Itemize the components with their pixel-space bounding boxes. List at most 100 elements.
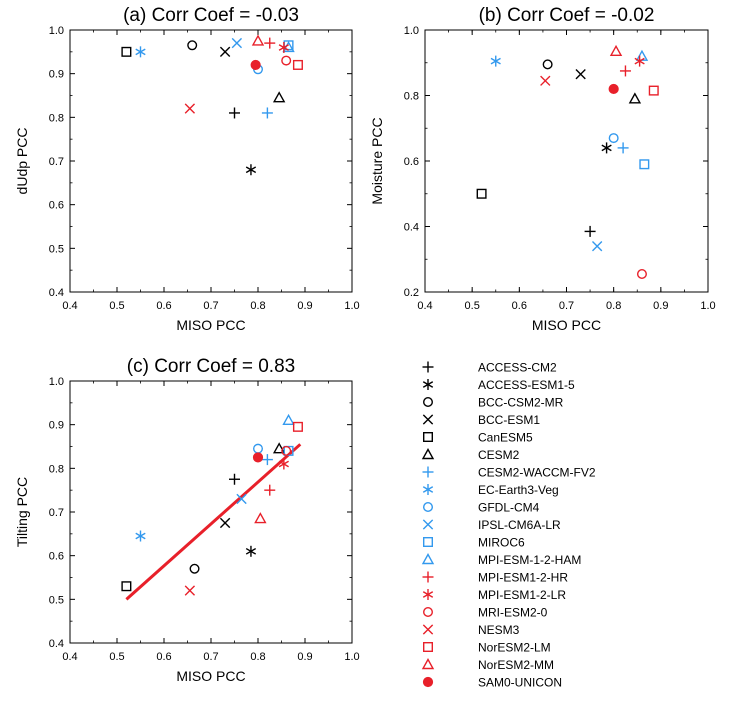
point-cesm2-waccm-fv2 — [617, 142, 629, 154]
legend-label: NorESM2-MM — [478, 658, 554, 672]
x-tick-label: 0.8 — [606, 300, 621, 312]
point-mpi-esm1-2-lr — [278, 41, 289, 53]
point-noresm2-mm — [609, 44, 623, 56]
point-miroc6 — [639, 159, 650, 170]
point-mpi-esm1-2-hr — [619, 65, 631, 77]
point-bcc-csm2-mr — [189, 563, 200, 574]
legend-item: CESM2 — [421, 448, 520, 462]
legend-label: SAM0-UNICON — [478, 676, 562, 690]
legend-item: BCC-ESM1 — [422, 413, 540, 427]
point-noresm2-mm — [251, 34, 265, 46]
legend-label: MPI-ESM1-2-LR — [478, 588, 566, 602]
point-bcc-esm1 — [219, 517, 231, 529]
point-nesm3 — [184, 585, 196, 596]
point-ec-earth3-veg — [135, 46, 146, 58]
y-axis-label: dUdp PCC — [14, 128, 30, 195]
legend-label: NorESM2-LM — [478, 641, 551, 655]
x-tick-label: 0.8 — [250, 300, 265, 312]
y-tick-label: 0.4 — [49, 287, 64, 299]
panel-title: (c) Corr Coef = 0.83 — [127, 356, 295, 377]
legend-marker — [422, 361, 434, 373]
legend-label: EC-Earth3-Veg — [478, 483, 559, 497]
point-cesm2-waccm-fv2 — [261, 454, 273, 466]
point-noresm2-mm — [254, 512, 267, 524]
x-tick-label: 1.0 — [700, 300, 715, 312]
legend-marker — [421, 658, 435, 670]
point-mri-esm2-0 — [281, 55, 292, 66]
legend: ACCESS-CM2 ACCESS-ESM1-5 BCC-CSM2-MR BCC-ES… — [421, 361, 596, 690]
point-bcc-esm1 — [575, 69, 586, 80]
point-ec-earth3-veg — [135, 530, 146, 542]
x-tick-label: 0.5 — [465, 300, 480, 312]
x-tick-label: 0.9 — [653, 300, 668, 312]
point-mpi-esm1-2-hr — [264, 37, 276, 49]
legend-item: MRI-ESM2-0 — [423, 606, 548, 620]
legend-item: ACCESS-ESM1-5 — [422, 378, 575, 392]
y-tick-label: 0.2 — [404, 287, 419, 299]
y-tick-label: 0.6 — [49, 551, 64, 563]
legend-label: BCC-CSM2-MR — [478, 396, 564, 410]
point-canesm5 — [121, 46, 132, 57]
legend-marker — [422, 519, 434, 530]
legend-marker — [422, 624, 434, 635]
panel-title: (a) Corr Coef = -0.03 — [123, 5, 299, 26]
legend-marker — [423, 607, 434, 618]
y-tick-label: 0.5 — [49, 243, 64, 255]
x-tick-label: 0.4 — [417, 300, 432, 312]
legend-label: MRI-ESM2-0 — [478, 606, 548, 620]
x-tick-label: 0.9 — [297, 300, 312, 312]
legend-label: BCC-ESM1 — [478, 413, 540, 427]
point-cesm2-waccm-fv2 — [261, 107, 273, 119]
plot-frame — [69, 29, 353, 293]
x-tick-label: 0.7 — [559, 300, 574, 312]
panel-1: 0.4 0.5 0.6 0.7 0.8 0.9 1.0 0.4 0.5 0.6 0.7 0.8 0.9 1… — [14, 5, 360, 333]
legend-label: IPSL-CM6A-LR — [478, 518, 561, 532]
point-canesm5 — [121, 581, 132, 592]
legend-item: ACCESS-CM2 — [422, 361, 557, 375]
panel-3: 0.4 0.5 0.6 0.7 0.8 0.9 1.0 0.4 0.5 0.6 0.7 0.8 0.9 1… — [14, 356, 360, 684]
point-nesm3 — [184, 103, 196, 114]
y-tick-label: 1.0 — [49, 376, 64, 388]
legend-item: CanESM5 — [423, 431, 533, 445]
point-cesm2 — [628, 92, 642, 104]
point-sam0-unicon — [250, 59, 261, 71]
x-tick-label: 0.6 — [512, 300, 527, 312]
legend-marker — [423, 502, 434, 513]
point-gfdl-cm4 — [608, 133, 619, 144]
panel-title: (b) Corr Coef = -0.02 — [479, 5, 655, 26]
y-tick-label: 0.6 — [404, 156, 419, 168]
legend-label: GFDL-CM4 — [478, 501, 540, 515]
plot-frame — [424, 29, 709, 293]
y-tick-label: 0.4 — [404, 222, 419, 234]
legend-label: CESM2 — [478, 448, 520, 462]
point-mpi-esm-1-2-ham — [635, 49, 649, 61]
point-mpi-esm1-2-hr — [264, 484, 276, 496]
legend-item: CESM2-WACCM-FV2 — [422, 466, 596, 480]
legend-marker — [421, 448, 435, 460]
legend-item: MIROC6 — [423, 536, 525, 550]
y-tick-label: 0.6 — [49, 200, 64, 212]
legend-label: MIROC6 — [478, 536, 525, 550]
legend-marker — [423, 397, 434, 408]
legend-item: BCC-CSM2-MR — [423, 396, 564, 410]
legend-marker — [423, 642, 434, 653]
point-gfdl-cm4 — [252, 443, 263, 454]
point-ipsl-cm6a-lr — [236, 493, 247, 505]
y-axis-label: Tilting PCC — [14, 477, 30, 547]
legend-marker — [421, 553, 435, 565]
point-mpi-esm1-2-lr — [634, 55, 645, 67]
plot-frame — [69, 380, 353, 644]
legend-item: GFDL-CM4 — [423, 501, 540, 515]
legend-item: MPI-ESM1-2-HR — [422, 571, 568, 585]
point-canesm5 — [476, 188, 487, 199]
point-bcc-csm2-mr — [187, 40, 198, 51]
point-nesm3 — [540, 75, 551, 86]
x-tick-label: 0.9 — [297, 651, 312, 663]
point-mri-esm2-0 — [281, 445, 292, 456]
point-mri-esm2-0 — [636, 268, 647, 279]
point-access-cm2 — [584, 225, 596, 237]
x-tick-label: 1.0 — [344, 651, 359, 663]
y-tick-label: 0.5 — [49, 594, 64, 606]
point-cesm2 — [272, 442, 286, 454]
